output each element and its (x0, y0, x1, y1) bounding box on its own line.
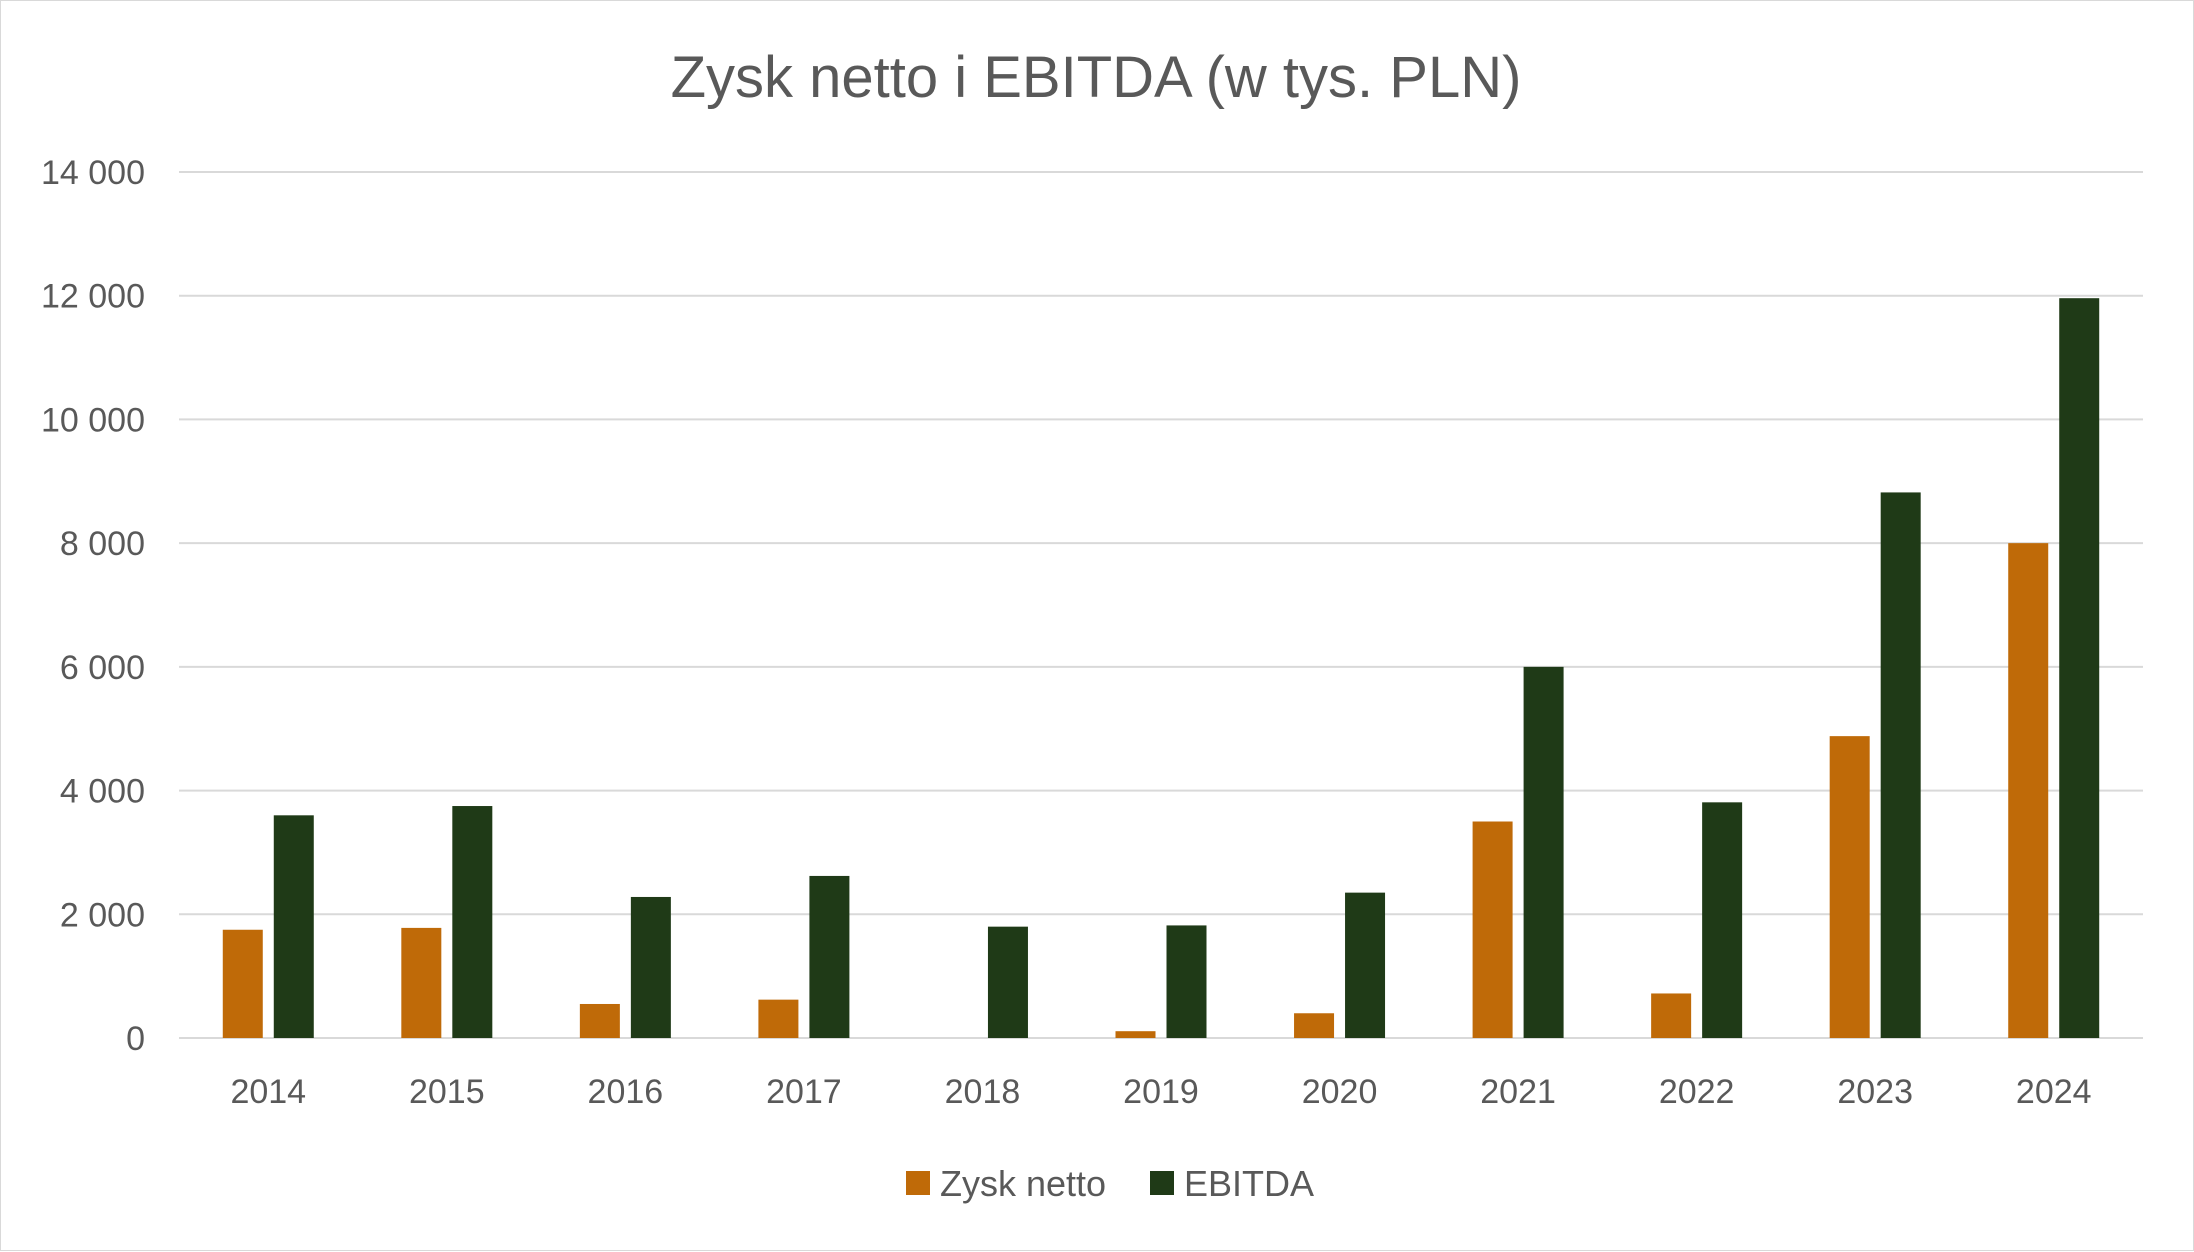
x-tick-label: 2015 (409, 1073, 485, 1111)
y-tick-label: 8 000 (60, 525, 145, 563)
x-tick-label: 2024 (2016, 1073, 2092, 1111)
bar-zysk-netto-2015 (401, 927, 442, 1038)
x-tick-label: 2021 (1480, 1073, 1556, 1111)
bar-ebitda-2015 (452, 806, 493, 1038)
x-tick-label: 2017 (766, 1073, 842, 1111)
x-tick-label: 2018 (945, 1073, 1021, 1111)
bar-ebitda-2021 (1523, 666, 1564, 1038)
bars (222, 298, 2100, 1038)
bar-ebitda-2019 (1166, 925, 1207, 1038)
bar-zysk-netto-2023 (1829, 736, 1870, 1038)
bar-zysk-netto-2014 (222, 929, 263, 1038)
y-tick-label: 10 000 (41, 401, 145, 439)
bar-ebitda-2023 (1880, 492, 1921, 1038)
x-axis-tick-labels: 2014 2015 2016 2017 2018 2019 2020 2021 2022 2023… (230, 1073, 2091, 1111)
bar-zysk-netto-2016 (579, 1003, 620, 1038)
y-tick-label: 2 000 (60, 896, 145, 934)
legend: Zysk netto EBITDA (906, 1163, 1314, 1204)
y-tick-label: 0 (126, 1020, 145, 1058)
y-axis-tick-labels: 0 2 000 4 000 6 000 8 000 10 000 12 000 14 000 (41, 154, 145, 1058)
bar-ebitda-2020 (1345, 892, 1386, 1038)
x-tick-label: 2016 (588, 1073, 664, 1111)
y-tick-label: 4 000 (60, 773, 145, 811)
bar-zysk-netto-2024 (2008, 543, 2049, 1038)
x-tick-label: 2019 (1123, 1073, 1199, 1111)
y-tick-label: 6 000 (60, 649, 145, 687)
legend-label-ebitda: EBITDA (1184, 1163, 1314, 1204)
x-tick-label: 2022 (1659, 1073, 1735, 1111)
chart-title: Zysk netto i EBITDA (w tys. PLN) (671, 45, 1522, 110)
x-tick-label: 2014 (230, 1073, 306, 1111)
y-tick-label: 14 000 (41, 154, 145, 192)
legend-swatch-zysk-netto (906, 1171, 930, 1195)
gridlines (179, 171, 2143, 1039)
legend-swatch-ebitda (1150, 1171, 1174, 1195)
x-tick-label: 2020 (1302, 1073, 1378, 1111)
bar-ebitda-2017 (809, 875, 850, 1038)
bar-ebitda-2024 (2059, 298, 2100, 1038)
bar-zysk-netto-2020 (1294, 1013, 1335, 1038)
bar-ebitda-2022 (1702, 802, 1743, 1038)
x-tick-label: 2023 (1837, 1073, 1913, 1111)
bar-ebitda-2018 (987, 926, 1028, 1038)
bar-ebitda-2016 (630, 896, 671, 1038)
bar-zysk-netto-2021 (1472, 821, 1513, 1038)
bar-zysk-netto-2017 (758, 999, 799, 1038)
legend-label-zysk-netto: Zysk netto (940, 1163, 1106, 1204)
bar-ebitda-2014 (273, 815, 314, 1038)
bar-zysk-netto-2022 (1651, 993, 1692, 1038)
bar-zysk-netto-2019 (1115, 1031, 1156, 1038)
y-tick-label: 12 000 (41, 278, 145, 316)
